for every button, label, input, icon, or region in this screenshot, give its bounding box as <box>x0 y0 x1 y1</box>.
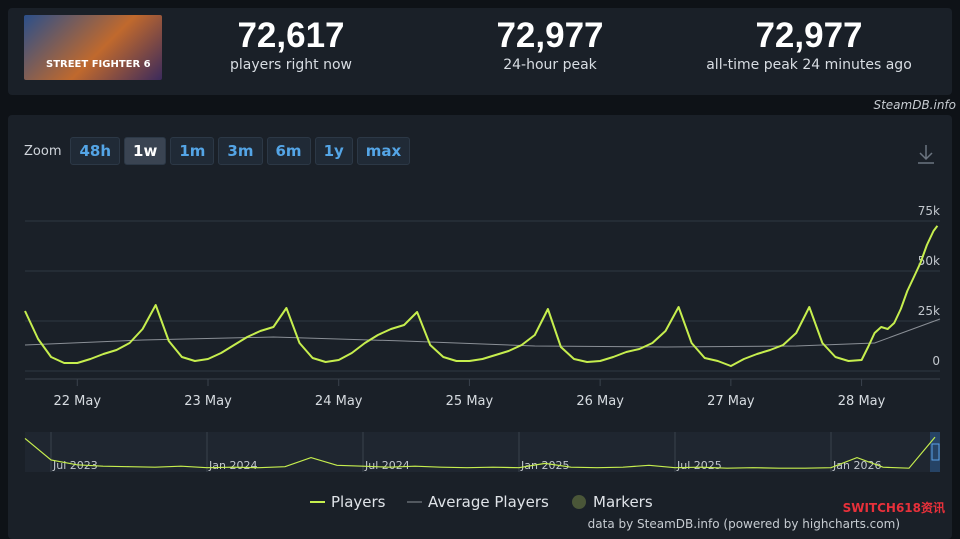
watermark: SWITCH618资讯 <box>843 500 945 515</box>
credit: data by SteamDB.info (powered by highcha… <box>588 517 900 531</box>
players-line <box>24 225 939 367</box>
source[interactable]: SteamDB.info <box>873 98 956 112</box>
x-tick-label: 24 May <box>315 394 363 409</box>
zoom-button[interactable]: 3m <box>218 137 263 165</box>
x-tick-label: 27 May <box>707 394 755 409</box>
logo-text: STREET FIGHTER 6 <box>46 59 151 70</box>
navigator-tick-label: Jul 2024 <box>364 459 410 472</box>
average-line <box>24 318 941 348</box>
zoom-button[interactable]: 6m <box>266 137 311 165</box>
zoom-label: Zoom <box>24 143 62 159</box>
stat-value: 72,617 <box>237 16 345 55</box>
navigator-tick-label: Jan 2025 <box>520 459 569 472</box>
stat: 72,977 all-time peak 24 minutes ago <box>689 16 929 73</box>
zoom-bar: Zoom 48h 1w 1m 3m 6m 1y max <box>24 137 411 165</box>
stat: 72,617 players right now <box>171 16 411 73</box>
stat-label: all-time peak 24 minutes ago <box>706 57 912 73</box>
stat-label: 24-hour peak <box>503 57 597 73</box>
x-tick-label: 26 May <box>576 394 624 409</box>
x-tick-label: 25 May <box>446 394 494 409</box>
zoom-button[interactable]: 1y <box>314 137 353 165</box>
navigator-tick-label: Jan 2026 <box>832 459 881 472</box>
navigator-selection[interactable] <box>930 432 940 472</box>
navigator-line <box>24 436 936 469</box>
game-logo: STREET FIGHTER 6 <box>24 15 162 80</box>
legend-swatch <box>572 495 586 509</box>
navigator-tick-label: Jul 2025 <box>676 459 722 472</box>
y-tick-label: 75k <box>918 204 940 218</box>
navigator-handle[interactable] <box>931 443 940 461</box>
x-tick-label: 22 May <box>54 394 102 409</box>
zoom-button[interactable]: max <box>356 137 411 165</box>
zoom-button[interactable]: 1m <box>170 137 215 165</box>
y-tick-label: 0 <box>932 354 940 368</box>
stat: 72,977 24-hour peak <box>430 16 670 73</box>
x-tick-label: 23 May <box>184 394 232 409</box>
stat-value: 72,977 <box>496 16 604 55</box>
stat-label: players right now <box>230 57 352 73</box>
navigator-tick-label: Jan 2024 <box>208 459 257 472</box>
y-tick-label: 25k <box>918 304 940 318</box>
zoom-button[interactable]: 48h <box>70 137 121 165</box>
zoom-button[interactable]: 1w <box>124 137 167 165</box>
legend-label: Players <box>331 493 386 511</box>
header: STREET FIGHTER 6 72,617 players right now… <box>8 8 952 95</box>
x-tick-label: 28 May <box>838 394 886 409</box>
download-icon[interactable] <box>918 145 934 164</box>
legend-label: Average Players <box>428 493 549 511</box>
legend-label: Markers <box>593 493 653 511</box>
stat-value: 72,977 <box>755 16 863 55</box>
navigator-bg <box>25 432 940 472</box>
